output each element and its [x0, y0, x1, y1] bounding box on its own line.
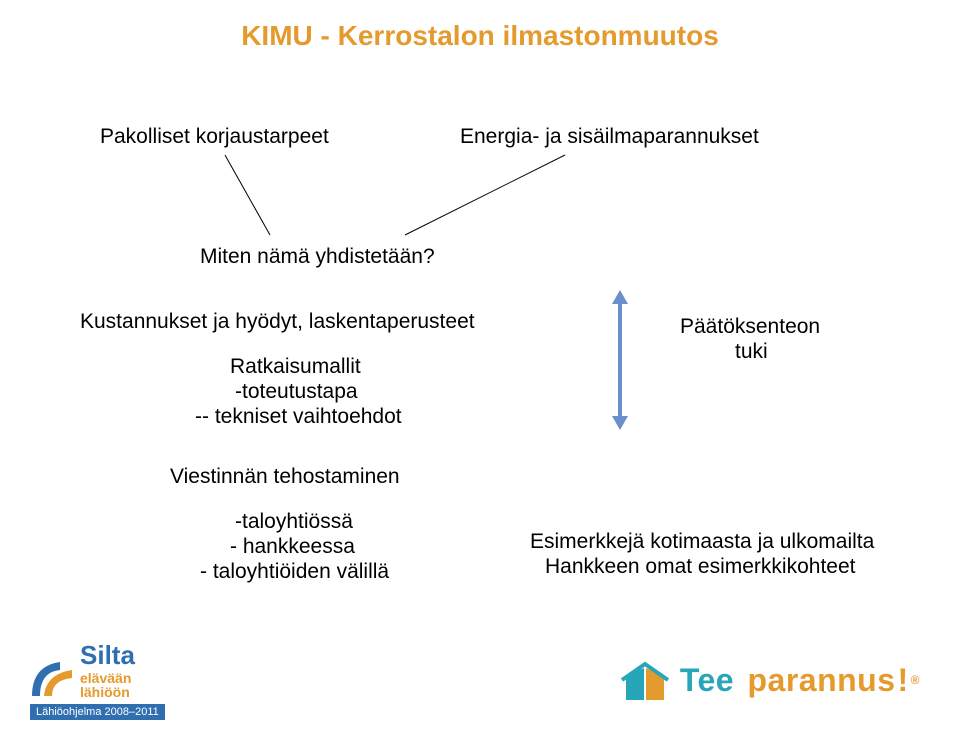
node-esim2: Hankkeen omat esimerkkikohteet — [545, 555, 855, 579]
silta-strip: Lähiöohjelma 2008–2011 — [30, 704, 165, 720]
node-question: Miten nämä yhdistetään? — [200, 245, 435, 269]
silta-text-block: Silta elävään lähiöön — [80, 640, 135, 700]
node-left-top: Pakolliset korjaustarpeet — [100, 125, 329, 149]
tee-icon-roof — [622, 664, 668, 680]
double-arrow-head-top — [612, 290, 628, 304]
silta-sub2: lähiöön — [80, 685, 135, 700]
double-arrow-head-bottom — [612, 416, 628, 430]
silta-sub1: elävään — [80, 671, 135, 686]
double-arrow — [612, 290, 628, 430]
node-viest: Viestinnän tehostaminen — [170, 465, 400, 489]
node-esim1: Esimerkkejä kotimaasta ja ulkomailta — [530, 530, 874, 554]
tee-text: Tee parannus ! ® — [680, 662, 920, 699]
connector-lines — [0, 0, 960, 742]
node-paat2: tuki — [735, 340, 768, 364]
node-right-top: Energia- ja sisäilmaparannukset — [460, 125, 759, 149]
line-right — [405, 155, 565, 235]
silta-logo: Silta elävään lähiöön Lähiöohjelma 2008–… — [30, 640, 190, 720]
tee-word-parannus: parannus — [747, 662, 895, 699]
node-viest2: - hankkeessa — [230, 535, 355, 559]
node-kust: Kustannukset ja hyödyt, laskentaperustee… — [80, 310, 475, 334]
node-ratk3: -- tekniset vaihtoehdot — [195, 405, 402, 429]
silta-logo-top: Silta elävään lähiöön — [30, 640, 190, 700]
node-ratk1: Ratkaisumallit — [230, 355, 361, 379]
node-viest3: - taloyhtiöiden välillä — [200, 560, 389, 584]
tee-parannus-logo: Tee parannus ! ® — [620, 658, 920, 702]
tee-registered: ® — [911, 673, 920, 687]
node-viest1: -taloyhtiössä — [235, 510, 353, 534]
tee-word-tee: Tee — [680, 662, 734, 699]
silta-icon — [30, 656, 74, 700]
node-paat1: Päätöksenteon — [680, 315, 820, 339]
silta-word: Silta — [80, 640, 135, 671]
tee-icon — [620, 658, 670, 702]
node-ratk2: -toteutustapa — [235, 380, 358, 404]
tee-word-bang: ! — [898, 662, 909, 699]
line-left — [225, 155, 270, 235]
